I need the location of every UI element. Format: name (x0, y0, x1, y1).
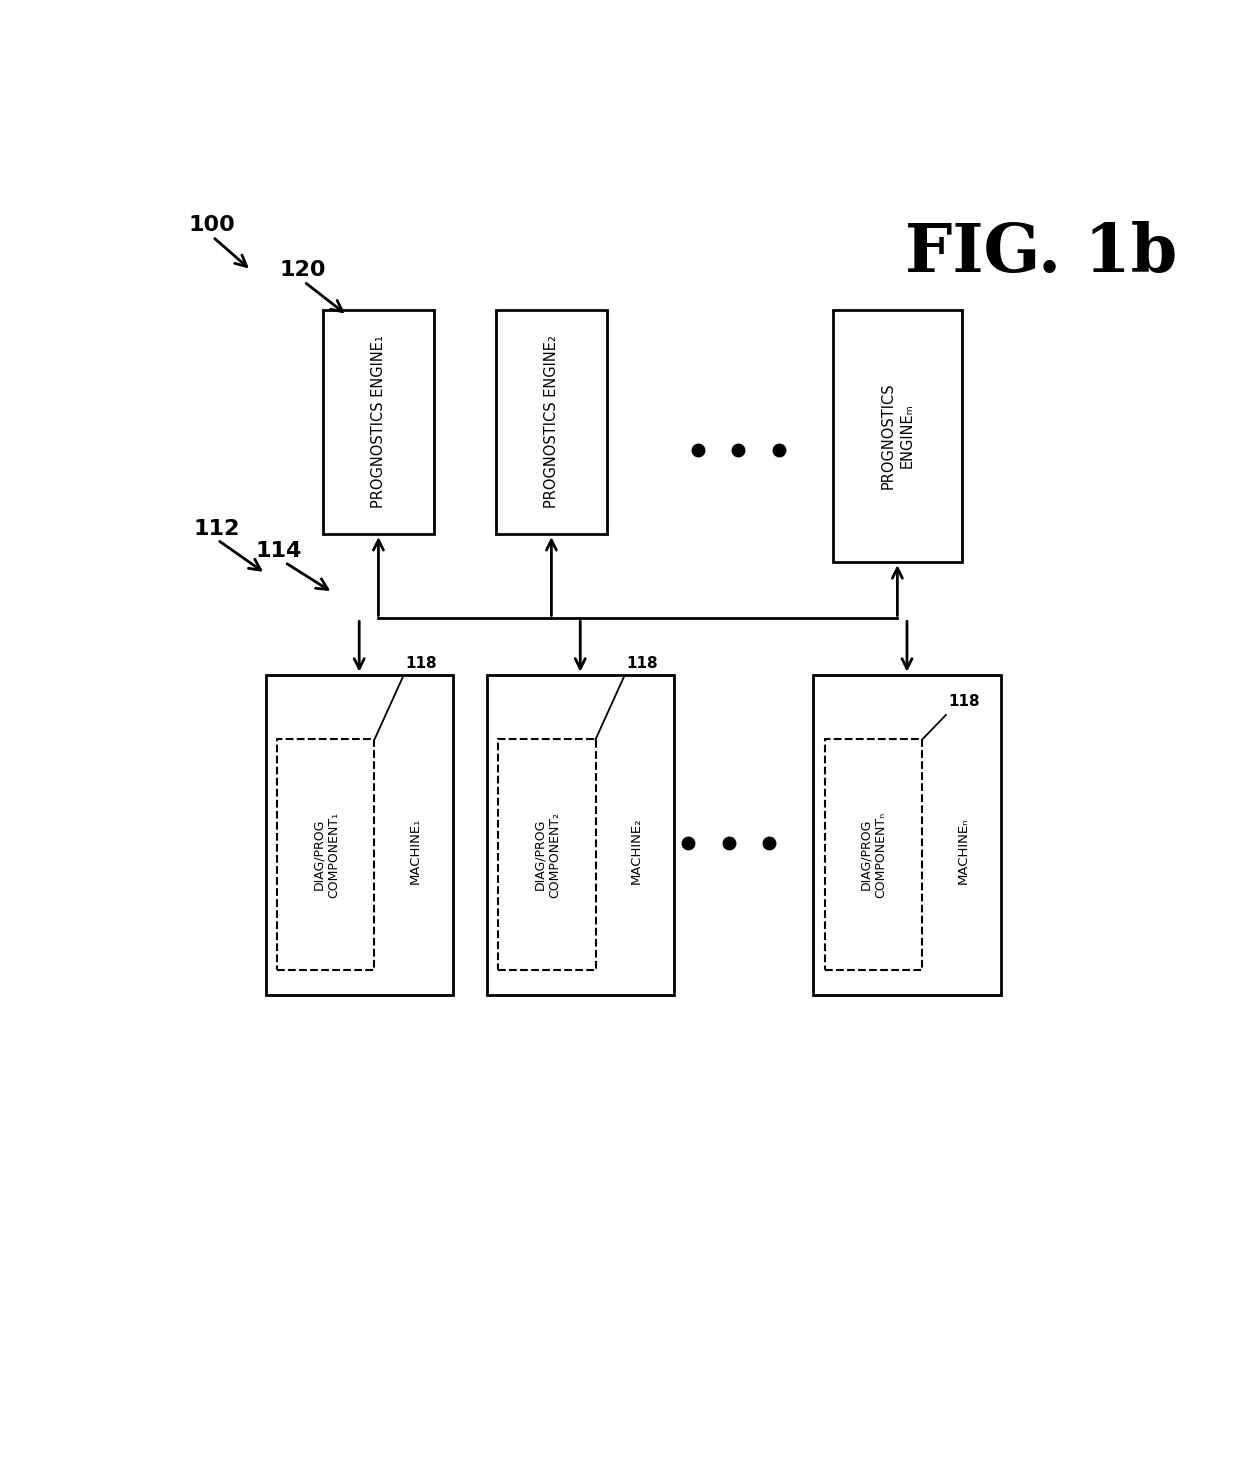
Text: 120: 120 (280, 261, 326, 280)
Text: MACHINEₙ: MACHINEₙ (957, 818, 970, 884)
Bar (825, 739, 923, 970)
Text: 100: 100 (188, 216, 236, 236)
Text: PROGNOSTICS
ENGINEₘ: PROGNOSTICS ENGINEₘ (880, 382, 914, 490)
Text: FIG. 1b: FIG. 1b (905, 222, 1177, 286)
Bar (498, 739, 595, 970)
Text: DIAG/PROG
COMPONENT₁: DIAG/PROG COMPONENT₁ (311, 812, 340, 898)
Bar (265, 675, 453, 994)
Text: 118: 118 (404, 656, 436, 671)
Bar (486, 675, 675, 994)
Bar (813, 675, 1001, 994)
Text: PROGNOSTICS ENGINE₁: PROGNOSTICS ENGINE₁ (371, 335, 386, 509)
Text: DIAG/PROG
COMPONENT₂: DIAG/PROG COMPONENT₂ (533, 812, 560, 898)
Bar (832, 309, 962, 563)
Text: DIAG/PROG
COMPONENTₙ: DIAG/PROG COMPONENTₙ (859, 812, 888, 898)
Bar (277, 739, 374, 970)
Text: 118: 118 (947, 694, 980, 710)
Text: MACHINE₁: MACHINE₁ (409, 818, 422, 884)
Bar (496, 309, 606, 534)
Text: 114: 114 (255, 541, 303, 561)
Text: 112: 112 (193, 519, 239, 538)
Text: 118: 118 (626, 656, 657, 671)
Text: PROGNOSTICS ENGINE₂: PROGNOSTICS ENGINE₂ (544, 335, 559, 509)
Text: MACHINE₂: MACHINE₂ (630, 818, 644, 884)
Bar (324, 309, 434, 534)
